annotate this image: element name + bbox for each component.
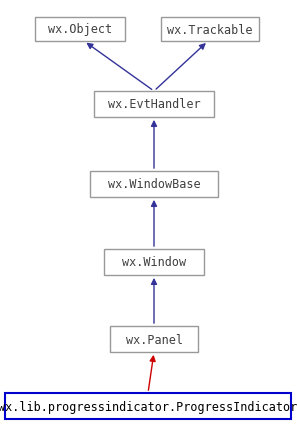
Text: wx.lib.progressindicator.ProgressIndicator: wx.lib.progressindicator.ProgressIndicat… bbox=[0, 400, 297, 412]
FancyBboxPatch shape bbox=[94, 92, 214, 118]
Text: wx.EvtHandler: wx.EvtHandler bbox=[108, 98, 200, 111]
FancyBboxPatch shape bbox=[161, 18, 259, 42]
Text: wx.Object: wx.Object bbox=[48, 23, 112, 36]
FancyBboxPatch shape bbox=[110, 326, 198, 352]
FancyBboxPatch shape bbox=[104, 249, 204, 275]
FancyBboxPatch shape bbox=[5, 393, 291, 419]
Text: wx.Window: wx.Window bbox=[122, 256, 186, 269]
FancyBboxPatch shape bbox=[90, 172, 218, 198]
Text: wx.WindowBase: wx.WindowBase bbox=[108, 178, 200, 191]
Text: wx.Trackable: wx.Trackable bbox=[167, 23, 253, 36]
Text: wx.Panel: wx.Panel bbox=[126, 333, 182, 345]
FancyBboxPatch shape bbox=[35, 18, 125, 42]
